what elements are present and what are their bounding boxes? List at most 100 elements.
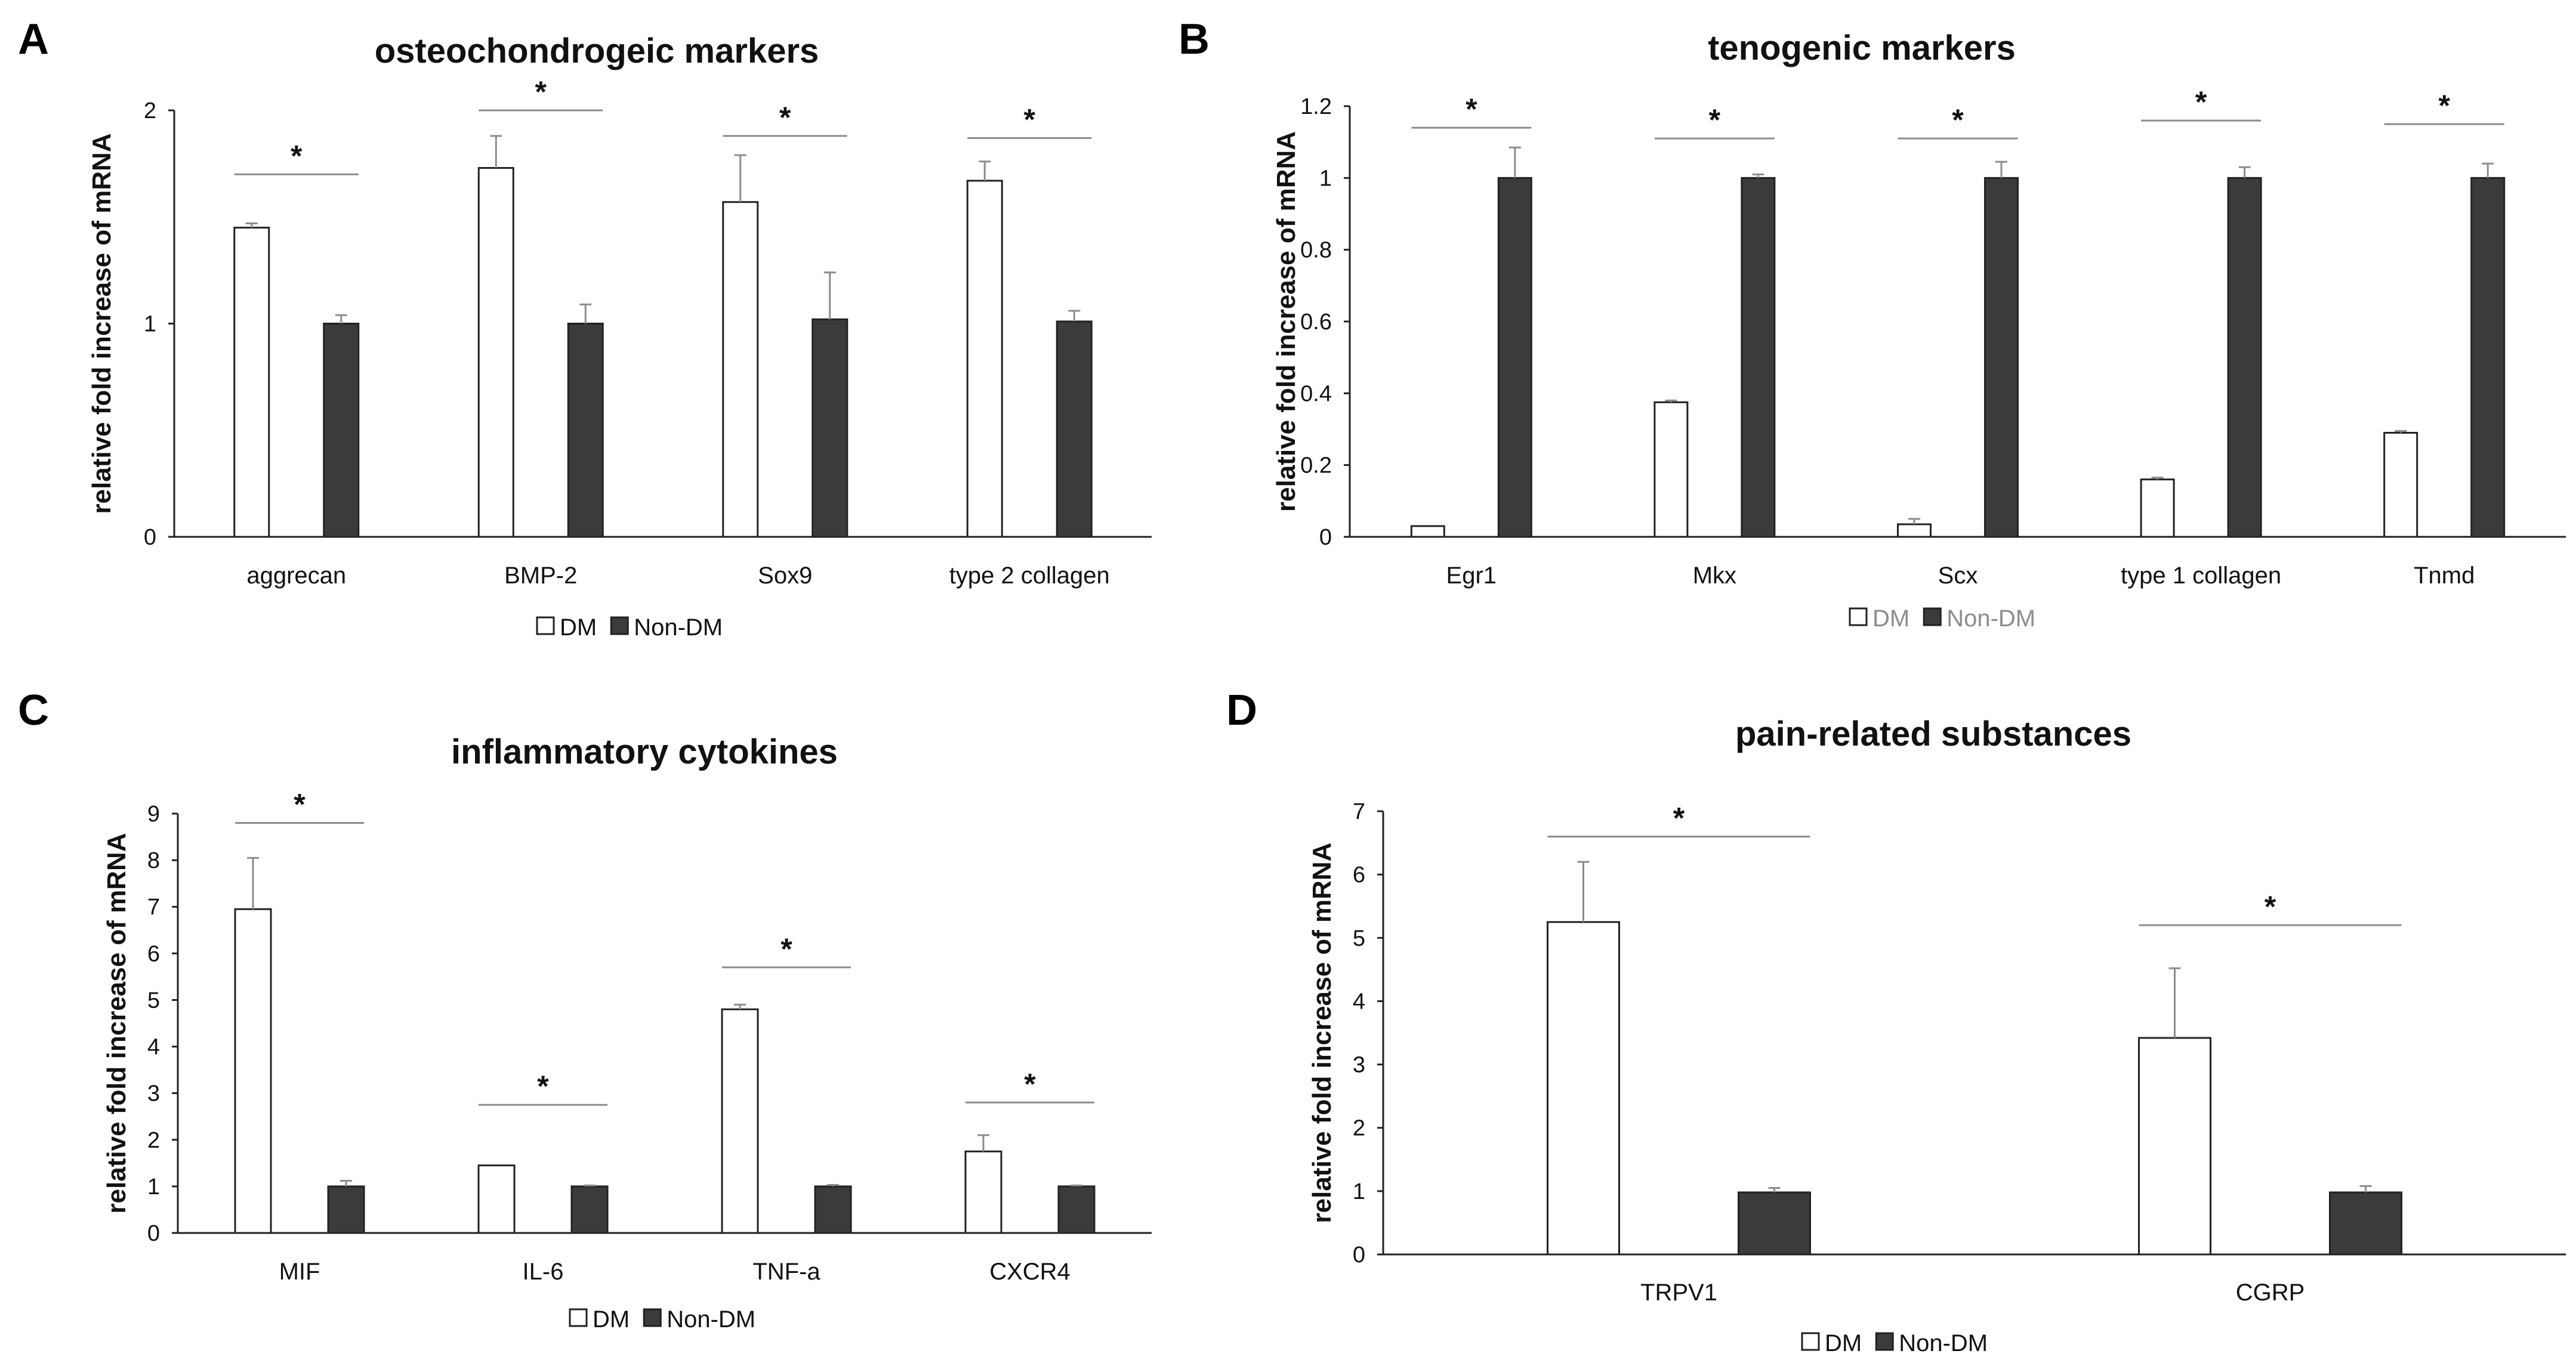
- significance-star: *: [537, 1070, 549, 1103]
- bar-dm-aggrecan: [233, 227, 270, 538]
- y-tick-label: 1: [1319, 166, 1332, 191]
- chart-title: inflammatory cytokines: [451, 733, 838, 771]
- y-axis-label: relative fold increase of mRNA: [1307, 842, 1337, 1223]
- legend-label-nondm: Non-DM: [1899, 1330, 1988, 1356]
- significance-star: *: [780, 932, 792, 966]
- significance-star: *: [779, 101, 791, 134]
- bar-dm-cxcr4: [964, 1150, 1002, 1234]
- significance-star: *: [1673, 801, 1685, 835]
- x-category-label: CGRP: [2236, 1279, 2305, 1306]
- significance-star: *: [2265, 890, 2276, 923]
- y-tick-label: 1: [1353, 1179, 1365, 1204]
- panel-letter: B: [1179, 16, 1210, 63]
- y-tick-label: 2: [144, 98, 156, 123]
- x-category-label: aggrecan: [246, 562, 346, 589]
- y-tick-label: 0.8: [1300, 238, 1332, 263]
- bar-dm-trpv1: [1547, 921, 1620, 1256]
- bar-non-dm-mkx: [1741, 177, 1776, 538]
- bar-non-dm-trpv1: [1738, 1191, 1811, 1256]
- y-tick-label: 7: [1353, 799, 1365, 824]
- significance-star: *: [294, 788, 306, 821]
- significance-star: *: [1709, 103, 1721, 137]
- legend-swatch-dm: [536, 616, 555, 635]
- legend-label-nondm: Non-DM: [634, 614, 723, 641]
- y-tick-label: 1: [144, 312, 156, 337]
- y-tick-label: 7: [147, 895, 160, 920]
- significance-star: *: [1024, 103, 1036, 136]
- y-tick-label: 0: [1319, 525, 1332, 550]
- y-tick-label: 6: [1353, 863, 1365, 888]
- legend-label-dm: DM: [1825, 1330, 1862, 1356]
- legend-swatch-dm: [1801, 1332, 1820, 1351]
- legend-label-nondm: Non-DM: [1946, 605, 2035, 632]
- panel-letter: C: [18, 687, 49, 734]
- x-category-label: type 2 collagen: [949, 562, 1110, 589]
- legend-label-dm: DM: [593, 1306, 630, 1333]
- x-category-label: BMP-2: [504, 562, 577, 589]
- bar-non-dm-mif: [327, 1185, 365, 1234]
- significance-star: *: [1024, 1067, 1036, 1101]
- bar-dm-il-6: [477, 1164, 516, 1234]
- y-tick-label: 0: [1353, 1243, 1365, 1268]
- bar-dm-egr1: [1410, 525, 1445, 538]
- bar-dm-mkx: [1653, 401, 1689, 538]
- y-tick-label: 6: [147, 941, 160, 966]
- significance-star: *: [2195, 85, 2207, 119]
- y-tick-label: 2: [1353, 1116, 1365, 1141]
- y-axis-label: relative fold increase of mRNA: [102, 833, 131, 1213]
- x-category-label: MIF: [279, 1259, 320, 1285]
- y-tick-label: 0.2: [1300, 453, 1332, 478]
- chart-title: tenogenic markers: [1708, 29, 2016, 67]
- bar-dm-sox9: [722, 201, 759, 538]
- y-tick-label: 9: [147, 802, 160, 827]
- panel-letter: A: [18, 16, 49, 63]
- bar-non-dm-type-2-collagen: [1056, 320, 1093, 538]
- chart-title: pain-related substances: [1735, 715, 2131, 753]
- bar-non-dm-scx: [1984, 177, 2019, 538]
- bar-dm-type-1-collagen: [2140, 478, 2175, 538]
- bar-non-dm-type-1-collagen: [2227, 177, 2262, 538]
- significance-star: *: [535, 75, 547, 109]
- y-tick-label: 5: [1353, 926, 1365, 951]
- y-tick-label: 1.2: [1300, 94, 1332, 119]
- bar-dm-mif: [234, 908, 272, 1234]
- chart-title: osteochondrogeic markers: [375, 32, 819, 70]
- bar-non-dm-cxcr4: [1057, 1185, 1096, 1234]
- bar-dm-bmp-2: [477, 167, 514, 538]
- x-category-label: Egr1: [1446, 562, 1497, 589]
- bar-non-dm-sox9: [812, 318, 849, 538]
- y-tick-label: 8: [147, 848, 160, 873]
- y-tick-label: 5: [147, 988, 160, 1013]
- legend-swatch-dm: [569, 1308, 588, 1327]
- bar-non-dm-egr1: [1497, 177, 1532, 538]
- significance-star: *: [291, 139, 303, 172]
- bar-non-dm-tnmd: [2470, 177, 2506, 538]
- y-tick-label: 0: [144, 525, 156, 550]
- x-category-label: CXCR4: [989, 1259, 1070, 1285]
- y-tick-label: 1: [147, 1175, 160, 1200]
- x-category-label: Scx: [1938, 562, 1978, 589]
- bar-non-dm-tnf-a: [814, 1185, 852, 1234]
- legend-label-nondm: Non-DM: [667, 1306, 755, 1333]
- bar-dm-tnf-a: [721, 1008, 759, 1234]
- legend-swatch-nondm: [1875, 1332, 1894, 1351]
- x-category-label: IL-6: [523, 1259, 564, 1285]
- bar-non-dm-bmp-2: [567, 323, 604, 538]
- bar-non-dm-aggrecan: [323, 323, 360, 538]
- y-tick-label: 0: [147, 1221, 160, 1246]
- panel-letter: D: [1226, 687, 1257, 734]
- significance-star: *: [1466, 92, 1477, 126]
- bar-dm-type-2-collagen: [966, 180, 1003, 538]
- x-category-label: TRPV1: [1640, 1279, 1717, 1306]
- x-category-label: Mkx: [1693, 562, 1736, 589]
- y-tick-label: 2: [147, 1128, 160, 1153]
- bar-non-dm-cgrp: [2329, 1191, 2402, 1256]
- y-tick-label: 4: [147, 1035, 160, 1060]
- bar-non-dm-il-6: [570, 1185, 609, 1234]
- legend-swatch-nondm: [1923, 607, 1942, 626]
- y-tick-label: 0.6: [1300, 310, 1332, 335]
